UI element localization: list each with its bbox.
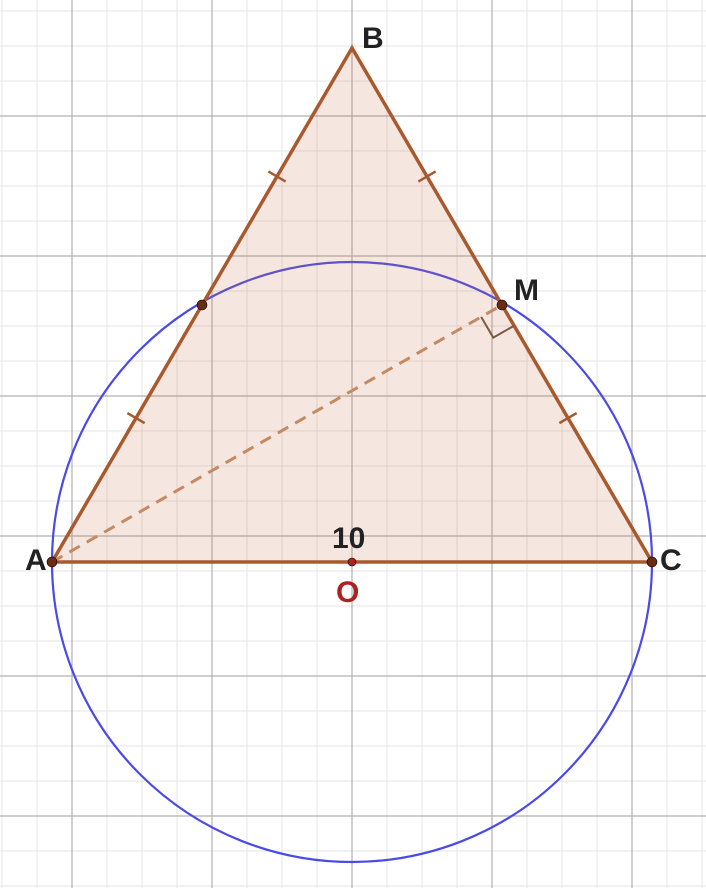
label-O: O bbox=[336, 576, 359, 609]
label-ten: 10 bbox=[332, 522, 365, 555]
point-AB_mid bbox=[197, 300, 207, 310]
label-B: B bbox=[362, 22, 384, 55]
label-C: C bbox=[660, 544, 682, 577]
point-C bbox=[647, 557, 657, 567]
geometry-diagram: A B C M O 10 bbox=[0, 0, 706, 888]
point-M bbox=[497, 300, 507, 310]
point-A bbox=[47, 557, 57, 567]
point-O bbox=[348, 558, 356, 566]
label-A: A bbox=[25, 544, 47, 577]
label-M: M bbox=[514, 274, 539, 307]
